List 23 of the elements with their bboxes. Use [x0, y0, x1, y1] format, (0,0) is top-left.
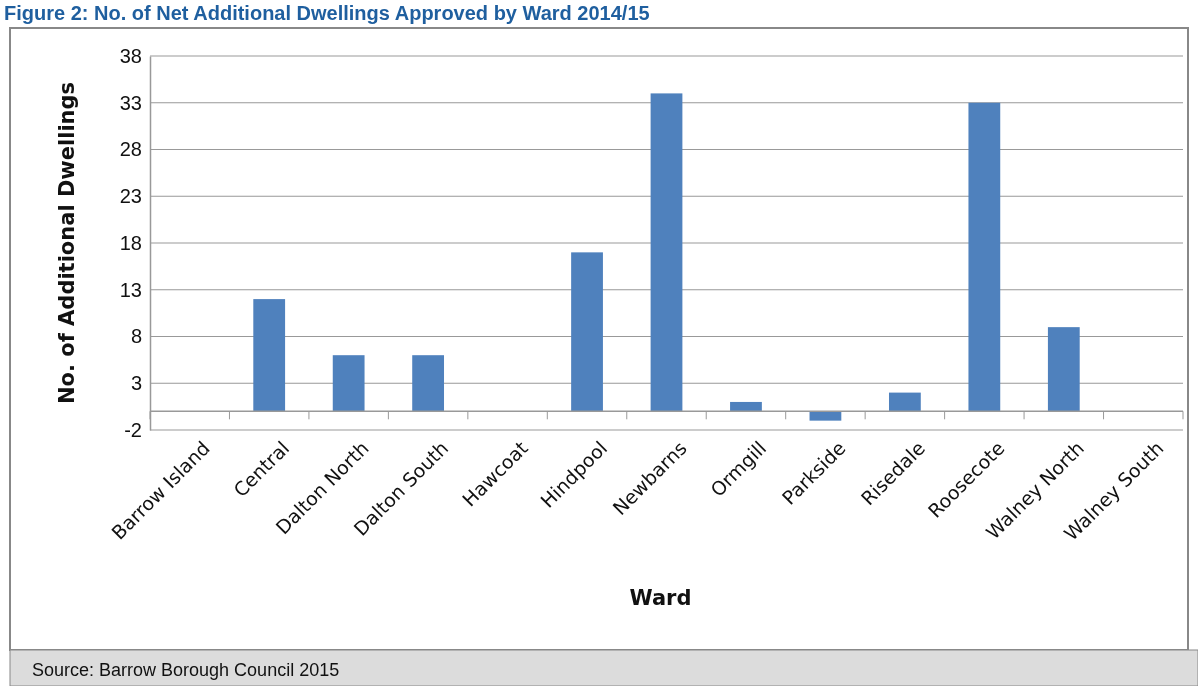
source-note: Source: Barrow Borough Council 2015 [32, 660, 340, 680]
bar [332, 355, 365, 412]
y-tick-label: -2 [124, 418, 142, 441]
y-tick-label: 3 [130, 372, 142, 395]
y-tick-label: 28 [119, 138, 142, 161]
x-axis-title: Ward [629, 586, 692, 610]
y-axis-title: No. of Additional Dwellings [55, 81, 79, 405]
bar [809, 411, 842, 421]
bar [253, 299, 286, 412]
bar [650, 93, 683, 412]
y-tick-label: 23 [119, 185, 142, 208]
y-tick-label: 8 [130, 325, 142, 348]
chart-title: Figure 2: No. of Net Additional Dwellings Approved by Ward 2014/15 [4, 2, 650, 24]
bar [730, 401, 762, 412]
y-tick-label: 33 [119, 91, 142, 114]
y-tick-label: 38 [119, 44, 142, 67]
bar [968, 102, 1001, 412]
bar [412, 355, 445, 412]
bar [1047, 327, 1080, 412]
y-tick-label: 18 [119, 231, 142, 254]
bar [888, 392, 921, 412]
bar [571, 252, 603, 412]
y-tick-label: 13 [119, 278, 142, 301]
